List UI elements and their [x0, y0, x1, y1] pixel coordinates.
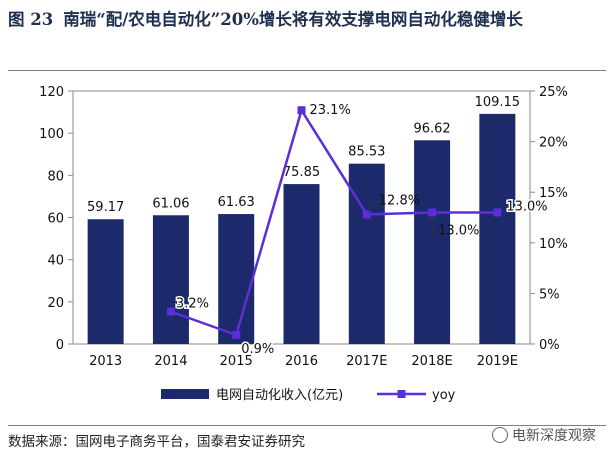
yoy-value-label: 3.2% [176, 297, 209, 312]
right-axis-tick-label: 15% [539, 186, 568, 201]
legend-line-label: yoy [432, 388, 456, 403]
legend-bar-label: 电网自动化收入(亿元) [216, 388, 343, 403]
left-axis-tick-label: 0 [56, 338, 64, 353]
bar-value-label: 61.06 [152, 196, 189, 211]
legend: 电网自动化收入(亿元) yoy [161, 388, 456, 403]
yoy-line [170, 107, 498, 337]
x-axis-tick-label: 2014 [154, 354, 187, 369]
x-axis-tick-label: 2019E [477, 354, 518, 369]
yoy-value-label: 13.0% [506, 199, 547, 214]
top-rule [8, 70, 606, 71]
bar-value-label: 59.17 [87, 200, 124, 215]
bar [218, 214, 255, 344]
bottom-rule [8, 425, 606, 426]
right-axis-tick-label: 25% [539, 85, 568, 100]
yoy-point [166, 307, 175, 316]
right-axis-tick-label: 0% [539, 338, 560, 353]
watermark: 电新深度观察 [492, 425, 596, 445]
right-axis-tick-label: 20% [539, 136, 568, 151]
bar [87, 219, 124, 344]
bar-value-label: 85.53 [348, 145, 385, 160]
yoy-label-leader [368, 201, 377, 213]
right-axis-tick-label: 5% [539, 287, 560, 302]
yoy-point [297, 106, 306, 115]
legend-line-marker [397, 390, 406, 398]
bar-value-label: 109.15 [475, 95, 521, 110]
yoy-value-label: 12.8% [379, 193, 420, 208]
legend-bar-swatch [161, 389, 209, 399]
watermark-text: 电新深度观察 [512, 428, 596, 444]
chart-title: 图 23 南瑞“配/农电自动化”20%增长将有效支撑电网自动化稳健增长 [8, 6, 608, 33]
x-axis-tick-label: 2017E [346, 354, 387, 369]
chart-area: 0 20 40 60 80 100 120 0% 5% 10% 15% 20% 25% 59.17 61… [39, 85, 568, 403]
left-axis-tick-label: 120 [39, 85, 64, 100]
yoy-point [232, 330, 241, 339]
bar-value-label: 96.62 [413, 121, 450, 136]
yoy-value-label: 0.9% [241, 342, 274, 357]
left-axis-tick-label: 80 [47, 169, 64, 184]
yoy-point [493, 208, 502, 217]
figure-label: 图 23 [8, 10, 54, 29]
x-axis-tick-label: 2016 [285, 354, 318, 369]
right-axis-tick-label: 10% [539, 237, 568, 252]
source-note: 数据来源：国网电子商务平台，国泰君安证券研究 [8, 434, 305, 450]
bar [283, 184, 320, 344]
bar [414, 140, 451, 344]
yoy-point [362, 210, 371, 219]
title-text: 南瑞“配/农电自动化”20%增长将有效支撑电网自动化稳健增长 [63, 10, 523, 29]
bar-value-label: 61.63 [218, 195, 255, 210]
left-axis-tick-label: 20 [47, 296, 64, 311]
x-axis-tick-label: 2018E [411, 354, 452, 369]
left-axis-tick-label: 40 [47, 254, 64, 269]
x-axis-tick-label: 2015 [220, 354, 253, 369]
bar [152, 215, 189, 344]
yoy-point [428, 208, 437, 217]
yoy-value-label: 13.0% [438, 223, 479, 238]
bar [479, 113, 516, 344]
bar-value-label: 75.85 [283, 165, 320, 180]
watermark-icon [492, 427, 508, 443]
left-axis-tick-label: 100 [39, 127, 64, 142]
yoy-label-leader [431, 215, 438, 231]
x-axis-tick-label: 2013 [89, 354, 122, 369]
left-axis-tick-label: 60 [47, 212, 64, 227]
bar [348, 163, 385, 344]
yoy-value-label: 23.1% [310, 103, 351, 118]
